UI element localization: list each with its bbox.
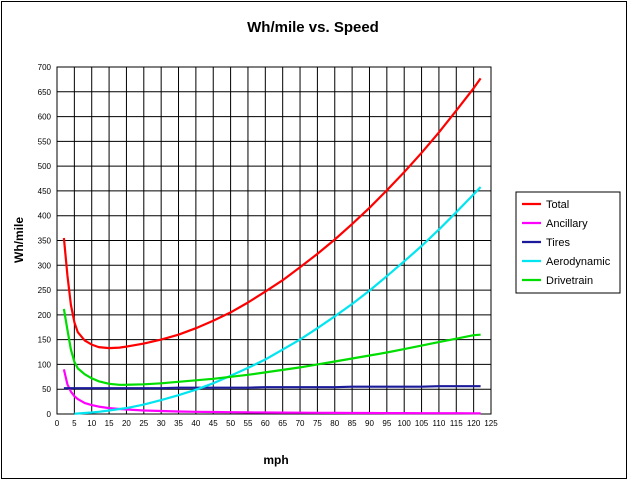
x-tick-label: 65	[278, 419, 287, 428]
series-line-total	[62, 77, 482, 350]
y-tick-label: 400	[38, 212, 52, 221]
x-tick-label: 95	[382, 419, 391, 428]
x-tick-labels: 0 5 10 15 20 25 30 35 40 45 50 55 60 65 70 75 80 85 90 95 10…	[55, 419, 498, 428]
x-tick-label: 35	[174, 419, 183, 428]
y-tick-label: 350	[38, 237, 52, 246]
x-tick-label: 50	[226, 419, 235, 428]
series-line-aerodynamic	[74, 186, 482, 415]
legend-label-ancillary: Ancillary	[546, 218, 588, 230]
y-tick-label: 150	[38, 336, 52, 345]
x-tick-label: 45	[209, 419, 218, 428]
x-tick-label: 90	[365, 419, 374, 428]
y-tick-label: 200	[38, 311, 52, 320]
series-line-tires	[63, 385, 481, 390]
x-tick-label: 85	[348, 419, 357, 428]
x-tick-label: 5	[72, 419, 77, 428]
series-lines	[62, 77, 482, 415]
y-tick-label: 50	[42, 385, 51, 394]
x-tick-label: 0	[55, 419, 60, 428]
grid-lines	[56, 66, 492, 415]
y-tick-label: 0	[47, 410, 52, 419]
y-tick-label: 600	[38, 113, 52, 122]
x-tick-label: 120	[467, 419, 481, 428]
y-tick-label: 700	[38, 63, 52, 72]
x-tick-label: 40	[191, 419, 200, 428]
x-tick-label: 30	[157, 419, 166, 428]
y-tick-label: 300	[38, 261, 52, 270]
series-line-drivetrain	[62, 308, 481, 386]
y-tick-label: 250	[38, 286, 52, 295]
x-tick-label: 55	[244, 419, 253, 428]
y-tick-label: 500	[38, 162, 52, 171]
x-tick-label: 70	[296, 419, 305, 428]
y-tick-label: 450	[38, 187, 52, 196]
x-tick-label: 15	[105, 419, 114, 428]
legend-label-total: Total	[546, 199, 569, 211]
x-tick-label: 110	[433, 419, 446, 428]
x-tick-label: 115	[450, 419, 463, 428]
x-tick-label: 80	[330, 419, 339, 428]
y-tick-labels: 0 50 100 150 200 250 300 350 400 450 500 550 600 650 7…	[38, 63, 52, 419]
chart-title: Wh/mile vs. Speed	[247, 19, 379, 36]
legend-label-drivetrain: Drivetrain	[546, 275, 593, 287]
x-tick-label: 20	[122, 419, 131, 428]
y-axis-label: Wh/mile	[12, 217, 26, 263]
y-tick-label: 650	[38, 88, 52, 97]
x-tick-label: 125	[484, 419, 498, 428]
x-tick-label: 10	[87, 419, 96, 428]
x-axis-label: mph	[263, 453, 288, 467]
legend: Total Ancillary Tires Aerodynamic Drivetrain	[522, 199, 611, 287]
x-tick-label: 25	[139, 419, 148, 428]
legend-label-tires: Tires	[546, 237, 571, 249]
x-tick-label: 100	[398, 419, 412, 428]
x-tick-label: 75	[313, 419, 322, 428]
series-line-ancillary	[62, 369, 481, 415]
x-tick-label: 60	[261, 419, 270, 428]
x-tick-label: 105	[415, 419, 429, 428]
legend-label-aerodynamic: Aerodynamic	[546, 256, 611, 268]
y-tick-label: 550	[38, 137, 52, 146]
y-tick-label: 100	[38, 360, 52, 369]
